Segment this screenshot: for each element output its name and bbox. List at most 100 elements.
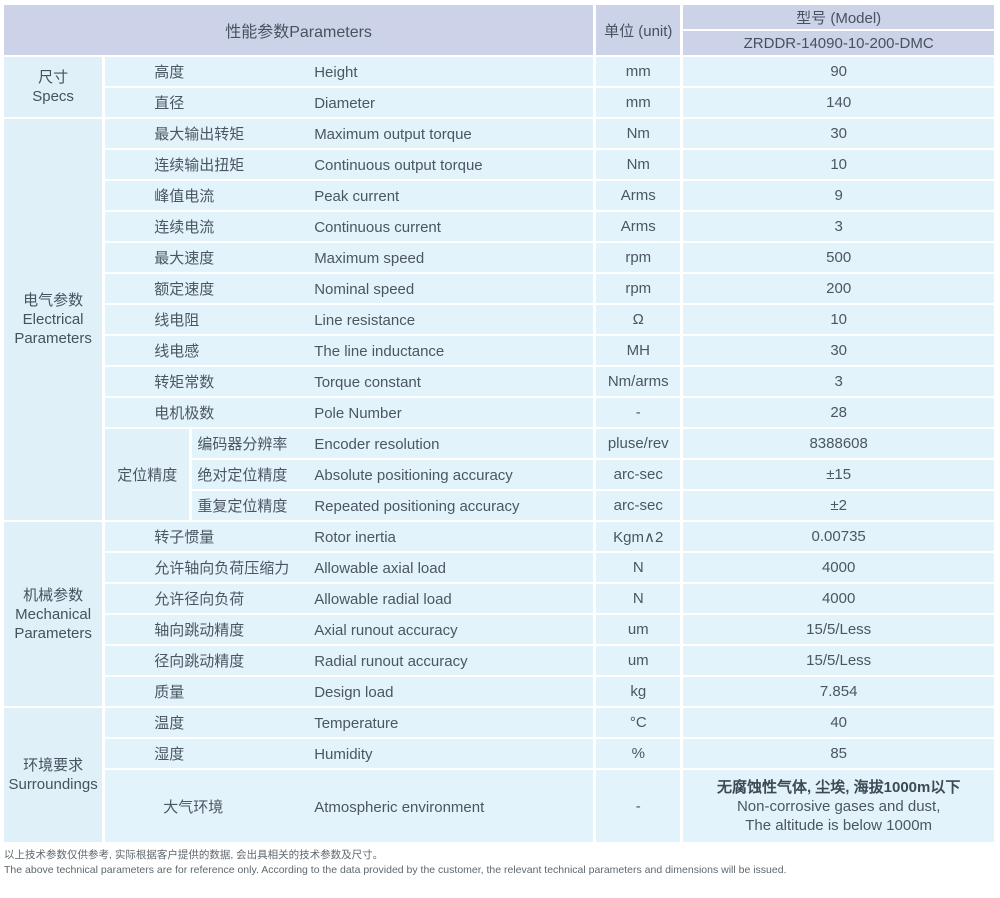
table-row-humidity: 湿度 Humidity % 85 [4, 739, 994, 768]
param-label-cn: 湿度 [154, 746, 185, 763]
param-label: 温度 Temperature [105, 708, 594, 737]
param-unit: % [596, 739, 681, 768]
param-unit: mm [596, 88, 681, 117]
param-value: 40 [683, 708, 994, 737]
param-label-cn: 连续输出扭矩 [154, 157, 245, 174]
param-unit: Nm/arms [596, 367, 681, 396]
table-row-diameter: 直径 Diameter mm 140 [4, 88, 994, 117]
spec-sheet: 性能参数Parameters 单位 (unit) 型号 (Model) ZRDD… [0, 3, 1000, 898]
table-row-line-resistance: 线电阻 Line resistance Ω 10 [4, 305, 994, 334]
group-positioning-accuracy: 定位精度 [105, 429, 190, 520]
param-value: 200 [683, 274, 994, 303]
param-label-en: Design load [314, 684, 394, 701]
param-label-cn: 高度 [154, 64, 185, 81]
table-row-repeated-accuracy: 重复定位精度 Repeated positioning accuracy arc-… [4, 491, 994, 520]
footnotes: 以上技术参数仅供参考, 实际根据客户提供的数据, 会出具相关的技术参数及尺寸。 … [4, 848, 1000, 877]
param-label-en: Maximum output torque [314, 126, 472, 143]
param-value: 85 [683, 739, 994, 768]
param-unit: rpm [596, 274, 681, 303]
param-label-cn: 最大速度 [154, 250, 215, 267]
param-label-cn: 直径 [154, 95, 185, 112]
param-label: 绝对定位精度 Absolute positioning accuracy [192, 460, 594, 489]
param-unit: Arms [596, 181, 681, 210]
param-value: 9 [683, 181, 994, 210]
table-row-design-load: 质量 Design load kg 7.854 [4, 677, 994, 706]
param-unit: Arms [596, 212, 681, 241]
param-label: 电机极数 Pole Number [105, 398, 594, 427]
param-value: 90 [683, 57, 994, 86]
param-label-cn: 质量 [154, 684, 185, 701]
param-label-cn: 允许轴向负荷压缩力 [154, 560, 290, 577]
param-unit: Kgm∧2 [596, 522, 681, 551]
param-unit: °C [596, 708, 681, 737]
section-specs-cn: 尺寸 [38, 69, 69, 86]
section-specs-en: Specs [32, 88, 74, 105]
param-label: 峰值电流 Peak current [105, 181, 594, 210]
param-label-en: Line resistance [314, 312, 416, 329]
param-unit: N [596, 553, 681, 582]
table-row-rotor-inertia: 机械参数 Mechanical Parameters 转子惯量 Rotor ine… [4, 522, 994, 706]
table-row-cont-torque: 连续输出扭矩 Continuous output torque Nm 10 [4, 150, 994, 179]
param-label-cn: 允许径向负荷 [154, 591, 245, 608]
param-unit: arc-sec [596, 491, 681, 520]
section-surroundings-en: Surroundings [8, 776, 98, 793]
param-label-en: Continuous output torque [314, 157, 483, 174]
header-model-value: ZRDDR-14090-10-200-DMC [683, 31, 994, 55]
param-label-en: Atmospheric environment [314, 798, 485, 816]
param-value: 8388608 [683, 429, 994, 458]
table-row-cont-current: 连续电流 Continuous current Arms 3 [4, 212, 994, 241]
param-label: 重复定位精度 Repeated positioning accuracy [192, 491, 594, 520]
param-label: 线电感 The line inductance [105, 336, 594, 365]
atmospheric-value-en2: The altitude is below 1000m [745, 816, 933, 834]
param-label: 允许径向负荷 Allowable radial load [105, 584, 594, 613]
param-label: 最大速度 Maximum speed [105, 243, 594, 272]
param-label-cn: 转矩常数 [154, 374, 215, 391]
param-value: 500 [683, 243, 994, 272]
footnote-cn: 以上技术参数仅供参考, 实际根据客户提供的数据, 会出具相关的技术参数及尺寸。 [4, 849, 384, 861]
param-unit: arc-sec [596, 460, 681, 489]
param-value: 4000 [683, 584, 994, 613]
table-row-encoder-resolution: 定位精度 编码器分辨率 Encoder resolution pluse/rev … [4, 429, 994, 520]
param-unit: MH [596, 336, 681, 365]
param-unit: - [596, 398, 681, 427]
atmospheric-value-en1: Non-corrosive gases and dust, [736, 797, 941, 815]
param-label-cn: 绝对定位精度 [197, 467, 288, 484]
param-value: 28 [683, 398, 994, 427]
param-label: 质量 Design load [105, 677, 594, 706]
param-value: 4000 [683, 553, 994, 582]
table-row-line-inductance: 线电感 The line inductance MH 30 [4, 336, 994, 365]
param-label: 连续输出扭矩 Continuous output torque [105, 150, 594, 179]
param-label-en: Nominal speed [314, 281, 415, 298]
param-unit: Nm [596, 150, 681, 179]
param-label-en: Peak current [314, 188, 400, 205]
param-label-cn: 线电阻 [154, 312, 200, 329]
param-label-cn: 额定速度 [154, 281, 215, 298]
param-value: 140 [683, 88, 994, 117]
param-label-en: Continuous current [314, 219, 441, 236]
param-label: 额定速度 Nominal speed [105, 274, 594, 303]
param-unit: pluse/rev [596, 429, 681, 458]
param-label-en: Absolute positioning accuracy [314, 467, 513, 484]
param-value: 30 [683, 119, 994, 148]
param-label-cn: 轴向跳动精度 [154, 622, 245, 639]
header-model: 型号 (Model) [683, 5, 994, 29]
param-unit: N [596, 584, 681, 613]
param-label-en: Repeated positioning accuracy [314, 498, 520, 515]
param-unit: mm [596, 57, 681, 86]
header-unit: 单位 (unit) [596, 5, 681, 55]
section-surroundings: 环境要求 Surroundings [4, 708, 103, 842]
param-label: 连续电流 Continuous current [105, 212, 594, 241]
param-label: 转矩常数 Torque constant [105, 367, 594, 396]
param-label-cn: 大气环境 [163, 798, 224, 816]
table-row-max-torque: 电气参数 Electrical Parameters 最大输出转矩 Maximum… [4, 119, 994, 520]
param-label: 最大输出转矩 Maximum output torque [105, 119, 594, 148]
table-row-peak-current: 峰值电流 Peak current Arms 9 [4, 181, 994, 210]
section-electrical-en: Electrical Parameters [14, 311, 92, 347]
param-unit: Nm [596, 119, 681, 148]
param-label-cn: 线电感 [154, 343, 200, 360]
param-value: 30 [683, 336, 994, 365]
param-value: 10 [683, 150, 994, 179]
param-label-cn: 重复定位精度 [197, 498, 288, 515]
param-label-cn: 连续电流 [154, 219, 215, 236]
param-label-en: Diameter [314, 95, 376, 112]
